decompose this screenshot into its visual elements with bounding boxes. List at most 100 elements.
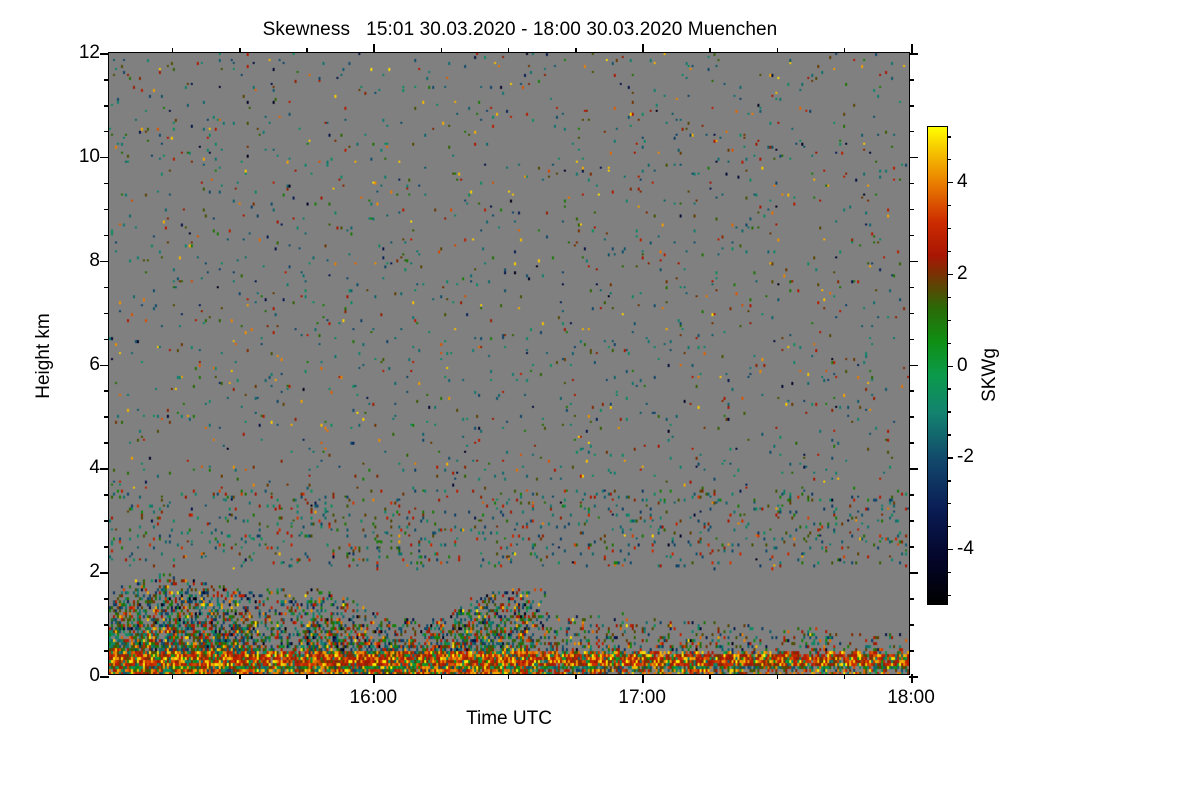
y-axis-tick [104,182,109,185]
y-axis-tick-right [909,104,914,107]
y-axis-tick [104,208,109,211]
y-axis-tick [104,78,109,81]
x-axis-tick [440,674,443,679]
colorbar-tick [947,526,951,528]
y-axis-tick-right [909,260,918,263]
y-axis-tick [104,312,109,315]
y-axis-tick-right [909,286,914,289]
x-axis-tick [238,674,241,679]
colorbar-tick [947,342,951,344]
y-axis-tick-right [909,546,914,548]
colorbar-tick [947,296,951,299]
y-axis-tick-right [909,676,918,678]
y-axis-tick [104,286,109,289]
y-axis-tick-label: 12 [78,42,100,63]
colorbar-tick [947,480,951,482]
y-axis-title: Height km [33,313,54,399]
y-axis-tick-label: 10 [78,145,100,167]
colorbar-tick [947,411,951,413]
x-axis-tick [574,674,577,679]
y-axis-tick-right [909,182,914,185]
colorbar-tick-label: 2 [957,262,968,284]
colorbar: -4 -2 0 2 4 [927,126,974,605]
y-axis-tick-right [909,130,914,133]
x-axis-tick-top [642,44,644,53]
y-axis-tick [104,390,109,393]
colorbar-tick [947,434,951,436]
colorbar-gradient [928,127,947,604]
colorbar-tick [947,159,951,161]
colorbar-tick [947,319,951,322]
y-axis-tick-right [909,208,914,211]
y-axis-tick-right [909,650,914,652]
x-axis-tick [843,674,846,679]
colorbar-tick [947,227,951,230]
y-axis-tick [100,572,109,574]
y-axis-tick-right [909,442,914,444]
y-axis-tick-right [909,78,914,81]
y-axis-tick-label: 4 [89,457,100,479]
x-axis-title: Time UTC [466,708,552,729]
x-axis-tick-top [843,48,846,53]
heatmap-plot-area: 0 2 4 6 8 10 12 16:00 17:00 18:00 [79,42,935,708]
y-axis-tick-right [909,234,914,237]
y-axis-tick-right [909,364,918,367]
y-axis-tick [104,234,109,237]
y-axis-tick-right [909,338,914,341]
x-axis-tick [171,674,174,679]
colorbar-tick-label: 4 [957,171,968,193]
x-axis-tick-top [440,48,443,53]
colorbar-tick [947,571,951,574]
y-axis-tick-right [909,624,914,626]
y-axis-tick [104,650,109,652]
colorbar-tick [947,594,951,597]
y-axis-tick [104,338,109,341]
y-axis-tick [104,442,109,444]
y-axis-tick-label: 2 [89,561,100,583]
colorbar-tick [947,273,953,276]
y-axis-tick [104,104,109,107]
x-axis-tick-top [574,48,577,53]
colorbar-tick-label: -2 [957,446,974,468]
colorbar-tick [947,388,951,390]
y-axis-tick-right [909,156,918,159]
y-axis-tick-right [909,468,918,470]
x-axis-tick [373,674,375,683]
x-axis-tick [642,674,644,683]
colorbar-tick [947,548,953,551]
y-axis-tick [100,53,109,55]
x-axis-tick [306,674,308,679]
x-axis-tick [776,674,779,679]
y-axis-tick-right [909,598,914,600]
x-axis-tick-label: 16:00 [349,687,398,708]
x-axis-tick-top [306,48,308,53]
y-axis-tick-right [909,520,914,522]
x-axis-tick-top [373,44,375,53]
colorbar-tick [947,457,953,459]
y-axis-tick-label: 0 [89,665,100,686]
x-axis-tick-top [911,44,913,53]
y-axis-tick-right [909,390,914,393]
colorbar-tick-label: 0 [957,354,968,376]
y-axis-tick-right [909,572,918,574]
colorbar-tick [947,204,951,207]
chart-title: Skewness 15:01 30.03.2020 - 18:00 30.03.… [262,19,778,40]
y-axis-tick [104,520,109,522]
colorbar-tick-label: -4 [957,537,974,559]
y-axis-tick [100,468,109,470]
colorbar-tick [947,250,951,253]
y-axis-tick-right [909,416,914,418]
y-axis-tick-right [909,312,914,315]
y-axis-tick [104,416,109,418]
heatmap-canvas [109,53,909,674]
colorbar-title: SKWg [979,348,1000,402]
x-axis-tick-top [776,48,779,53]
x-axis-tick-top [171,48,174,53]
x-axis-tick-label: 18:00 [887,687,935,708]
x-axis-tick-label: 17:00 [618,687,666,708]
y-axis-tick [100,364,109,367]
y-axis-tick [104,624,109,626]
x-axis-tick [911,674,913,683]
x-axis-tick [709,674,711,679]
